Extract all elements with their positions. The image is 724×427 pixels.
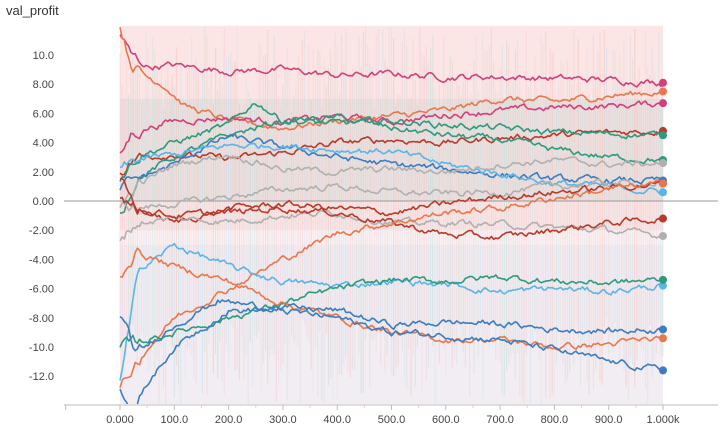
series-line-17 (119, 247, 664, 351)
series-line-19 (119, 305, 663, 404)
y-tick-label: -8.00 (29, 313, 54, 325)
x-tick-label: 100.0 (161, 414, 189, 426)
y-tick-label: -6.00 (29, 284, 54, 296)
series-end-point-9 (659, 159, 667, 168)
x-tick-label: 600.0 (432, 414, 460, 426)
series-end-point-18 (659, 325, 667, 334)
series-end-point-13 (659, 214, 667, 223)
chart-title: val_profit (6, 3, 59, 18)
y-tick-label: -4.00 (29, 254, 54, 266)
variance-band (120, 244, 663, 404)
y-tick-label: 2.00 (33, 167, 54, 179)
series-line-7 (119, 133, 664, 191)
series-line-5 (119, 103, 664, 182)
series-line-4 (119, 128, 664, 176)
series-end-point-1 (659, 78, 667, 87)
series-end-point-3 (659, 99, 667, 108)
series-end-point-8 (659, 188, 667, 197)
x-tick-label: 900.0 (595, 414, 623, 426)
x-tick-label: 500.0 (378, 414, 406, 426)
series-end-point-12 (659, 232, 667, 241)
series-line-18 (119, 299, 664, 352)
y-axis: 10.0 8.00 6.00 4.00 2.00 0.00 -2.00 -4.00 -6.00 -… (29, 50, 54, 383)
x-tick-label: 400.0 (323, 414, 351, 426)
uncertainty-bands (119, 25, 664, 404)
series-line-15 (119, 242, 664, 381)
series-end-point-15 (659, 281, 667, 290)
y-tick-label: 10.0 (33, 50, 54, 62)
x-tick-label: 0.000 (106, 414, 134, 426)
series-end-point-16 (659, 275, 667, 284)
series-line-11 (119, 177, 664, 223)
series-end-point-2 (659, 87, 667, 96)
series-line-10 (119, 178, 664, 213)
x-tick-label: 200.0 (215, 414, 243, 426)
y-tick-label: 6.00 (33, 108, 54, 120)
y-tick-label: -2.00 (29, 225, 54, 237)
y-tick-label: 8.00 (33, 79, 54, 91)
series-end-point-17 (659, 334, 667, 343)
series-line-1 (119, 34, 664, 88)
x-axis: 0.000 100.0 200.0 300.0 400.0 500.0 600.0 700.0… (65, 405, 680, 426)
series-line-6 (120, 113, 664, 214)
variance-band (120, 98, 663, 201)
y-tick-label: 0.00 (33, 196, 54, 208)
y-tick-label: 4.00 (33, 138, 54, 150)
series-line-8 (119, 142, 664, 196)
x-tick-label: 700.0 (486, 414, 514, 426)
series-line-13 (119, 196, 664, 241)
series-end-point-19 (659, 366, 667, 375)
series-line-9 (119, 154, 664, 209)
x-tick-label: 300.0 (269, 414, 297, 426)
series-line-14 (119, 178, 664, 389)
y-tick-label: -10.0 (29, 342, 54, 354)
end-markers (659, 78, 667, 375)
series-end-point-14 (659, 179, 667, 188)
series-line-3 (119, 100, 664, 154)
series-end-point-5 (659, 131, 667, 140)
series-line-2 (119, 26, 664, 131)
x-tick-label: 800.0 (541, 414, 569, 426)
y-tick-label: -12.0 (29, 371, 54, 383)
x-tick-label: 1.000k (646, 414, 680, 426)
series-layer (119, 26, 664, 404)
